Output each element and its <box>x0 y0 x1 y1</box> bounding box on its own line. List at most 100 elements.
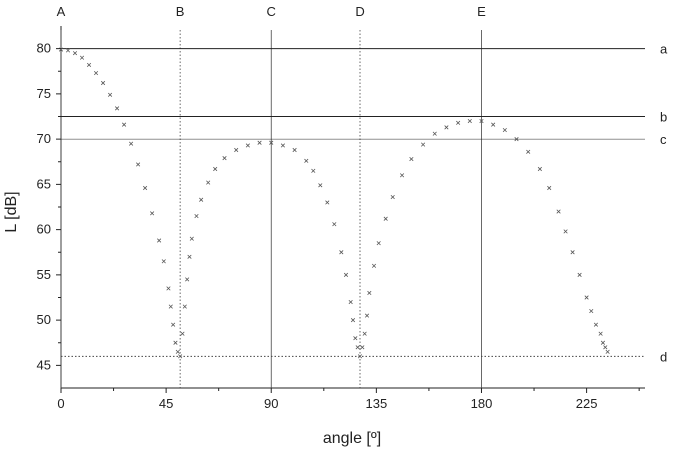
data-point <box>399 173 405 178</box>
vertical-line-label-b: B <box>176 4 185 19</box>
x-tick-label: 0 <box>57 396 64 411</box>
data-point <box>189 236 194 241</box>
data-point <box>182 304 187 309</box>
data-point <box>194 213 199 219</box>
vertical-line-label-c: C <box>267 4 276 19</box>
data-point <box>318 183 323 188</box>
data-point <box>577 272 582 277</box>
y-axis-title: L [dB] <box>3 191 20 232</box>
data-point <box>526 149 531 154</box>
data-point <box>376 241 381 246</box>
data-point <box>383 216 388 221</box>
plot-frame <box>60 26 645 389</box>
horizontal-line-label-b: b <box>660 110 667 125</box>
x-tick-label: 45 <box>159 396 173 411</box>
data-point <box>93 70 99 76</box>
data-point <box>364 313 370 318</box>
data-point <box>121 122 127 127</box>
x-tick-label: 180 <box>471 396 493 411</box>
data-point <box>409 156 414 162</box>
data-point <box>420 142 426 147</box>
x-tick-label: 90 <box>264 396 278 411</box>
data-point <box>304 158 309 163</box>
data-point <box>605 349 610 354</box>
data-point <box>332 222 337 227</box>
x-tick-label: 225 <box>576 396 598 411</box>
data-point <box>563 229 568 234</box>
data-point <box>185 277 190 282</box>
data-point <box>584 295 589 300</box>
data-point <box>65 48 71 53</box>
data-point <box>589 308 594 314</box>
y-tick-label: 55 <box>37 267 51 282</box>
data-point <box>355 345 360 350</box>
data-point <box>570 250 575 255</box>
data-point <box>178 354 183 359</box>
data-point <box>502 127 507 133</box>
data-point <box>360 345 365 350</box>
data-point <box>234 147 239 153</box>
x-tick-label: 135 <box>366 396 388 411</box>
data-point <box>292 147 297 153</box>
data-point <box>100 80 106 86</box>
data-point <box>339 250 344 255</box>
data-point <box>348 299 353 305</box>
reference-lines: A B C D Ea bc d <box>57 4 668 388</box>
data-point <box>213 166 218 172</box>
data-point <box>491 122 496 127</box>
data-point <box>367 290 372 296</box>
data-point <box>257 140 262 145</box>
y-tick-label: 60 <box>37 222 51 237</box>
data-point <box>107 92 113 97</box>
data-point <box>456 120 461 125</box>
data-point <box>357 354 363 359</box>
data-point <box>171 322 176 327</box>
axis-ticks: 0 45 90 135 180 225 45 50 55 60 65 70 75 80 <box>37 41 640 411</box>
data-point <box>280 143 286 148</box>
data-point <box>128 141 134 146</box>
vertical-line-label-a: A <box>57 4 66 19</box>
y-tick-label: 50 <box>37 312 51 327</box>
horizontal-line-label-c: c <box>660 132 667 147</box>
vertical-line-label-e: E <box>477 4 486 19</box>
data-point <box>150 211 155 216</box>
data-point <box>371 263 377 268</box>
y-tick-label: 70 <box>37 131 51 146</box>
y-tick-label: 65 <box>37 176 51 191</box>
data-point <box>514 137 519 142</box>
data-point <box>325 200 330 205</box>
vertical-line-label-d: D <box>355 4 364 19</box>
data-point <box>598 331 603 336</box>
data-point <box>157 238 162 243</box>
y-tick-label: 80 <box>37 41 51 56</box>
data-point <box>353 336 358 341</box>
data-point <box>136 162 141 167</box>
data-point <box>72 51 78 56</box>
data-point <box>79 55 85 60</box>
data-point <box>199 197 204 202</box>
data-point <box>432 131 437 136</box>
data-point <box>467 118 472 124</box>
data-point <box>245 143 250 148</box>
data-points <box>58 47 610 359</box>
data-point <box>547 185 552 191</box>
data-point <box>350 318 356 323</box>
data-point <box>114 106 120 111</box>
data-point <box>206 180 211 185</box>
data-point <box>173 340 178 345</box>
data-point <box>343 272 349 277</box>
data-point <box>537 166 542 172</box>
data-point <box>86 62 92 67</box>
x-axis-title: angle [º] <box>323 430 381 447</box>
data-point <box>603 345 608 350</box>
data-point <box>556 209 561 214</box>
data-point <box>600 340 606 345</box>
y-tick-label: 75 <box>37 86 51 101</box>
horizontal-line-label-d: d <box>660 349 667 364</box>
horizontal-line-label-a: a <box>660 42 668 57</box>
y-tick-label: 45 <box>37 357 51 372</box>
data-point <box>222 156 227 161</box>
data-point <box>175 349 180 354</box>
data-point <box>166 286 171 291</box>
